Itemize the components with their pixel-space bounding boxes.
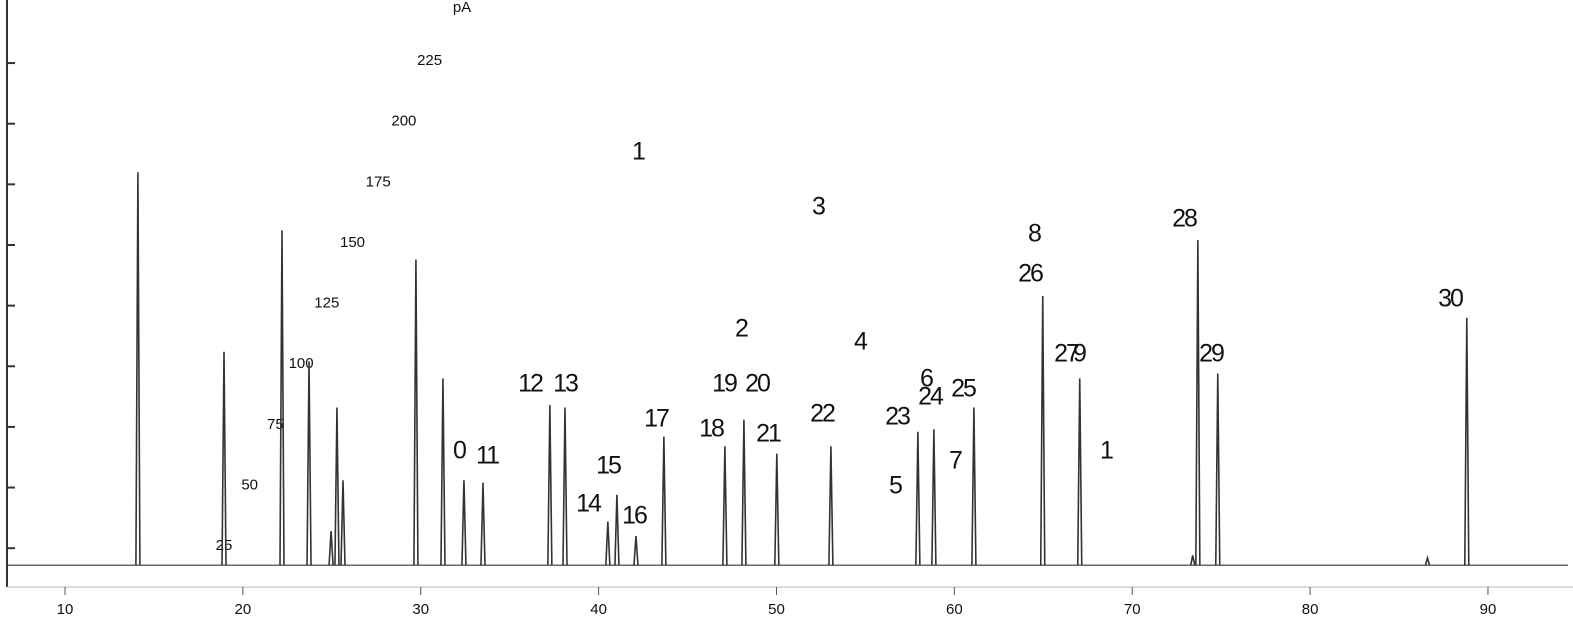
peak-label: 29 [1199, 340, 1224, 368]
peak [774, 453, 780, 566]
y-tick-label: 100 [289, 355, 314, 372]
peak [328, 531, 334, 566]
x-tick-label: 80 [1302, 601, 1319, 618]
peak [1195, 240, 1201, 566]
peak-label: 27 [1054, 340, 1079, 368]
x-tick-label: 30 [412, 601, 429, 618]
peak-label: 21 [756, 420, 781, 448]
peak [741, 419, 747, 566]
peak [1189, 555, 1196, 566]
peak-label: 28 [1172, 205, 1197, 233]
peak-label: 16 [622, 502, 647, 530]
peak [1463, 317, 1470, 566]
y-tick-label: 150 [340, 234, 365, 251]
peak-label: 4 [854, 328, 868, 356]
peak [413, 259, 419, 566]
x-tick-label: 20 [235, 601, 252, 618]
peak [614, 494, 620, 566]
y-tick-label: 75 [267, 416, 284, 433]
peak-label: 6 [920, 365, 933, 393]
peak [915, 431, 921, 566]
peak-label: 14 [576, 490, 602, 518]
peak [547, 405, 553, 566]
peak-label: 30 [1438, 285, 1463, 313]
peak-label: 1 [1100, 437, 1113, 465]
peak [562, 407, 568, 566]
peak-label: 23 [885, 403, 910, 431]
peak-label: 0 [453, 437, 466, 465]
peak-label: 9 [1073, 340, 1086, 368]
peak [661, 436, 667, 566]
peak-label: 3 [812, 193, 825, 221]
peak [135, 172, 141, 566]
peak [828, 446, 834, 566]
x-tick-label: 70 [1124, 601, 1141, 618]
y-tick-label: 225 [417, 52, 442, 69]
peak-label: 11 [476, 442, 499, 470]
y-tick-label: 25 [216, 537, 233, 554]
peak-label: 25 [951, 375, 976, 403]
peak-label: 15 [596, 452, 621, 480]
peak [1039, 295, 1046, 566]
x-tick-label: 10 [57, 601, 74, 618]
peak [1424, 554, 1431, 566]
x-tick-label: 90 [1480, 601, 1497, 618]
peak [605, 521, 611, 566]
peak [722, 446, 728, 566]
x-tick-label: 60 [946, 601, 963, 618]
peak [334, 407, 340, 566]
peak [633, 536, 639, 566]
x-tick-label: 40 [590, 601, 607, 618]
peak-label: 1 [632, 138, 645, 166]
peak [971, 407, 977, 566]
peak [931, 429, 937, 566]
y-axis-label: pA [453, 0, 471, 16]
peak-label: 22 [810, 400, 835, 428]
peak-label: 24 [918, 383, 944, 411]
peak [480, 482, 486, 566]
y-tick-label: 50 [241, 477, 258, 494]
peak-label: 12 [518, 370, 543, 398]
y-tick-label: 175 [366, 173, 391, 190]
peak-label: 7 [949, 447, 962, 475]
peak-label: 19 [712, 370, 737, 398]
peak [221, 351, 227, 566]
peak-label: 5 [889, 472, 902, 500]
y-tick-label: 125 [314, 295, 339, 312]
peak [279, 230, 285, 566]
peak-label: 20 [745, 370, 770, 398]
peak [340, 480, 346, 566]
peak [440, 378, 446, 566]
peak [461, 480, 467, 566]
y-tick-label: 200 [391, 113, 416, 130]
x-tick-label: 50 [768, 601, 785, 618]
peak-label: 26 [1018, 260, 1043, 288]
peak [1214, 373, 1221, 566]
peak-label: 17 [644, 405, 669, 433]
peak [1076, 378, 1083, 566]
peak-label: 2 [735, 315, 748, 343]
peak-label: 18 [699, 415, 724, 443]
peak-label: 13 [553, 370, 578, 398]
peak [306, 361, 312, 566]
peak-label: 8 [1028, 220, 1041, 248]
